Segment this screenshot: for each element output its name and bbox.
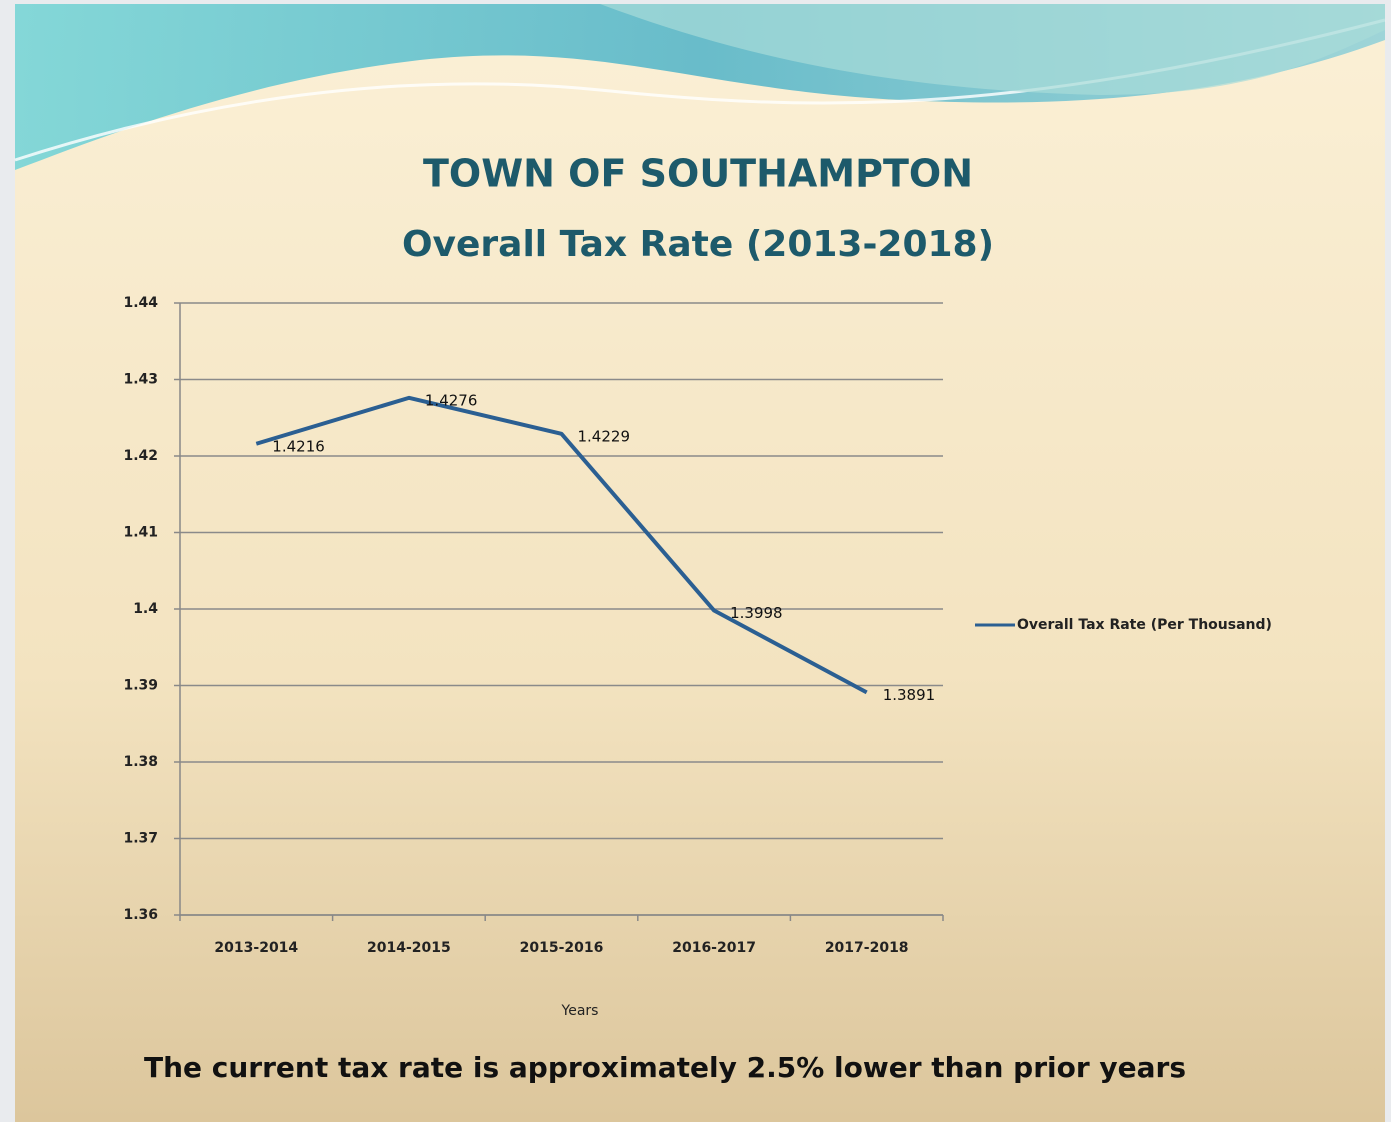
data-line [255,395,868,695]
data-label: 1.3998 [730,604,783,622]
x-axis-label: Years [561,1003,599,1019]
y-tick-label: 1.36 [123,907,158,923]
y-tick-label: 1.39 [123,678,158,694]
y-tick-label: 1.38 [123,754,158,770]
chart-subtitle: Overall Tax Rate (2013-2018) [402,224,994,265]
legend-label: Overall Tax Rate (Per Thousand) [1017,617,1272,633]
annotation: The current tax rate is approximately 2.… [144,1051,1186,1084]
wave-decoration [600,4,1385,95]
x-tick-label: 2015-2016 [520,940,604,956]
x-tick-label: 2017-2018 [825,940,909,956]
data-label: 1.3891 [883,686,936,704]
x-tick-label: 2013-2014 [214,940,298,956]
y-tick-label: 1.4 [133,601,158,617]
y-tick-label: 1.42 [123,448,158,464]
x-tick-label: 2014-2015 [367,940,451,956]
y-tick-label: 1.37 [123,831,158,847]
chart-title: TOWN OF SOUTHAMPTON [423,152,973,196]
x-tick-label: 2016-2017 [672,940,756,956]
data-label: 1.4216 [272,437,325,455]
y-tick-label: 1.44 [123,295,158,311]
slide-background [15,4,1385,1122]
y-tick-label: 1.43 [123,372,158,388]
data-label: 1.4229 [578,427,631,445]
data-label: 1.4276 [425,391,478,409]
y-tick-label: 1.41 [123,525,158,541]
